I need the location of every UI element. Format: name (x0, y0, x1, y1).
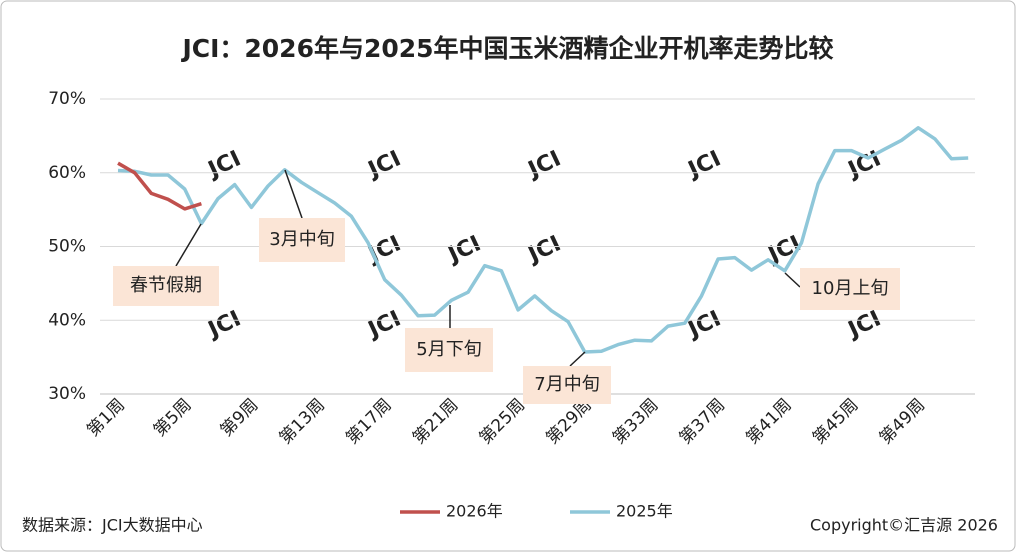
annotation-box (405, 328, 493, 372)
y-tick-label: 70% (48, 89, 86, 109)
annotation-box (113, 266, 219, 306)
annotation: 10月上旬 (812, 278, 889, 299)
annotation: 7月中旬 (534, 374, 599, 395)
y-tick-label: 40% (48, 310, 86, 330)
y-tick-label: 50% (48, 237, 86, 257)
legend-label: 2026年 (446, 502, 503, 521)
copyright: Copyright©汇吉源 2026 (810, 516, 998, 535)
annotation-box (800, 268, 900, 310)
y-tick-label: 30% (48, 384, 86, 404)
series-line (117, 126, 969, 354)
annotation-box (259, 218, 345, 262)
annotation: 3月中旬 (269, 229, 334, 250)
annotation-leader (569, 351, 586, 367)
source: 数据来源：JCI大数据中心 (22, 516, 203, 535)
legend-label: 2025年 (616, 502, 673, 521)
chart-title: JCI：2026年与2025年中国玉米酒精企业开机率走势比较 (180, 34, 833, 63)
y-tick-label: 60% (48, 163, 86, 183)
annotation: 5月下旬 (416, 339, 481, 360)
annotation-leader (175, 223, 202, 267)
annotation: 春节假期 (130, 275, 202, 296)
annotation-box (523, 366, 611, 404)
annotation-leader (284, 169, 303, 219)
series-line (117, 161, 202, 211)
annotation-leader (784, 272, 801, 288)
